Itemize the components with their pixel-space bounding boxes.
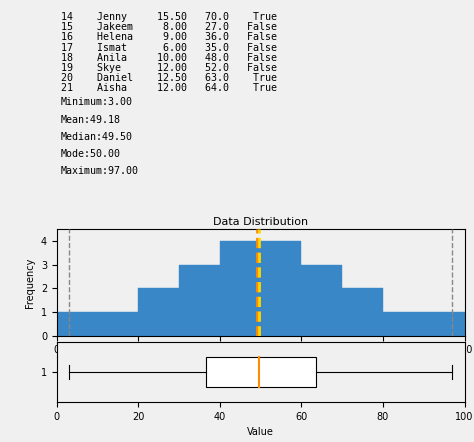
Text: 14    Jenny     15.50   70.0    True: 14 Jenny 15.50 70.0 True [61, 12, 277, 22]
Text: 19    Skye      12.00   52.0   False: 19 Skye 12.00 52.0 False [61, 63, 277, 73]
Bar [342, 288, 383, 336]
Text: 17    Ismat      6.00   35.0   False: 17 Ismat 6.00 35.0 False [61, 42, 277, 53]
Y-axis label: Frequency: Frequency [25, 257, 36, 308]
Bar [220, 241, 261, 336]
Bar [424, 312, 465, 336]
Text: 18    Anila     10.00   48.0   False: 18 Anila 10.00 48.0 False [61, 53, 277, 63]
Text: Minimum:3.00: Minimum:3.00 [61, 97, 133, 107]
Text: Median:49.50: Median:49.50 [61, 132, 133, 142]
Title: Data Distribution: Data Distribution [213, 217, 308, 227]
Bar [179, 264, 220, 336]
Text: 20    Daniel    12.50   63.0    True: 20 Daniel 12.50 63.0 True [61, 73, 277, 83]
Bar [138, 288, 179, 336]
Text: Maximum:97.00: Maximum:97.00 [61, 166, 139, 176]
Bar [301, 264, 342, 336]
Bar [206, 357, 316, 387]
Bar [261, 241, 301, 336]
Text: Mean:49.18: Mean:49.18 [61, 114, 121, 125]
Bar [98, 312, 138, 336]
Bar [57, 312, 98, 336]
Text: Mode:50.00: Mode:50.00 [61, 149, 121, 159]
X-axis label: Value: Value [247, 427, 274, 438]
Bar [383, 312, 424, 336]
Text: 21    Aisha     12.00   64.0    True: 21 Aisha 12.00 64.0 True [61, 83, 277, 93]
Text: 16    Helena     9.00   36.0   False: 16 Helena 9.00 36.0 False [61, 32, 277, 42]
Text: 15    Jakeem     8.00   27.0   False: 15 Jakeem 8.00 27.0 False [61, 22, 277, 32]
